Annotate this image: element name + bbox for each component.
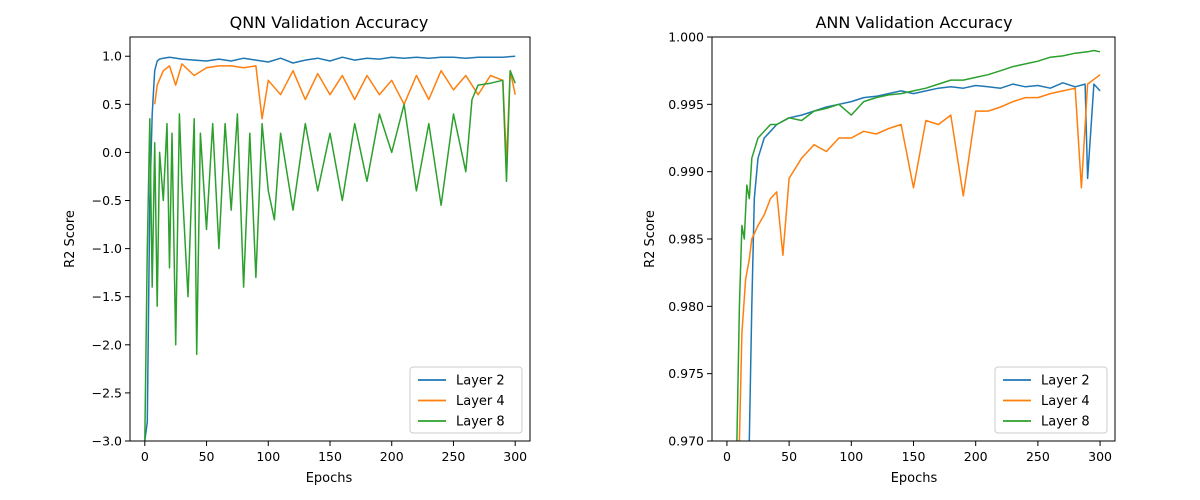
qnn-chart-title: QNN Validation Accuracy [230, 13, 429, 32]
qnn-y-tick-label: −2.0 [92, 337, 122, 352]
qnn-series-line-layer-8 [144, 69, 516, 441]
qnn-x-tick-label: 50 [199, 449, 215, 464]
ann-x-tick-label: 100 [839, 449, 863, 464]
ann-y-tick-label: 0.975 [668, 366, 704, 381]
qnn-series-line-layer-2 [144, 55, 516, 441]
ann-y-tick-label: 0.995 [668, 97, 704, 112]
qnn-series-group [144, 55, 516, 441]
qnn-legend-label: Layer 2 [456, 374, 505, 389]
qnn-x-axis-label: Epochs [306, 471, 353, 486]
ann-x-tick-label: 0 [723, 449, 731, 464]
qnn-y-tick-label: 1.0 [102, 49, 122, 64]
ann-y-tick-label: 0.985 [668, 232, 704, 247]
qnn-y-tick-label: −2.5 [92, 385, 122, 400]
ann-chart: ANN Validation Accuracy Epochs R2 Score … [643, 13, 1116, 486]
ann-legend-label: Layer 2 [1041, 374, 1090, 389]
ann-x-tick-label: 250 [1026, 449, 1050, 464]
ann-y-tick-label: 0.980 [668, 299, 704, 314]
qnn-y-tick-label: 0.5 [102, 97, 122, 112]
qnn-x-tick-label: 150 [318, 449, 342, 464]
ann-x-tick-label: 300 [1088, 449, 1112, 464]
qnn-y-tick-label: −1.5 [92, 289, 122, 304]
qnn-x-tick-label: 300 [503, 449, 527, 464]
qnn-y-tick-label: −0.5 [92, 193, 122, 208]
ann-y-tick-label: 0.990 [668, 164, 704, 179]
ann-chart-title: ANN Validation Accuracy [815, 13, 1012, 32]
qnn-y-axis-label: R2 Score [63, 210, 78, 268]
ann-legend: Layer 2 Layer 4 Layer 8 [994, 366, 1108, 434]
ann-y-tick-label: 0.970 [668, 434, 704, 449]
qnn-legend-label: Layer 8 [456, 415, 505, 430]
ann-series-line-layer-4 [738, 74, 1101, 441]
ann-x-axis-label: Epochs [891, 471, 938, 486]
qnn-legend: Layer 2 Layer 4 Layer 8 [409, 366, 523, 434]
ann-legend-box [994, 366, 1108, 434]
qnn-y-tick-label: 0.0 [102, 145, 122, 160]
qnn-plot-area [144, 55, 516, 441]
ann-series-line-layer-2 [748, 82, 1101, 441]
qnn-x-tick-label: 200 [380, 449, 404, 464]
ann-x-tick-label: 200 [964, 449, 988, 464]
ann-x-tick-label: 50 [781, 449, 797, 464]
ann-y-axis-label: R2 Score [643, 210, 658, 268]
qnn-x-tick-label: 100 [256, 449, 280, 464]
ann-series-group [736, 49, 1101, 441]
ann-x-tick-label: 150 [902, 449, 926, 464]
qnn-series-line-layer-4 [153, 63, 516, 163]
ann-y-tick-label: 1.000 [668, 30, 704, 45]
qnn-x-tick-label: 250 [442, 449, 466, 464]
qnn-y-tick-label: −3.0 [92, 434, 122, 449]
qnn-y-tick-label: −1.0 [92, 241, 122, 256]
qnn-x-tick-label: 0 [141, 449, 149, 464]
qnn-chart: QNN Validation Accuracy Epochs R2 Score … [63, 13, 531, 486]
qnn-legend-label: Layer 4 [456, 394, 505, 409]
qnn-legend-box [409, 366, 523, 434]
ann-legend-label: Layer 8 [1041, 415, 1090, 430]
ann-series-line-layer-8 [736, 49, 1101, 441]
ann-legend-label: Layer 4 [1041, 394, 1090, 409]
ann-plot-area [736, 49, 1101, 441]
